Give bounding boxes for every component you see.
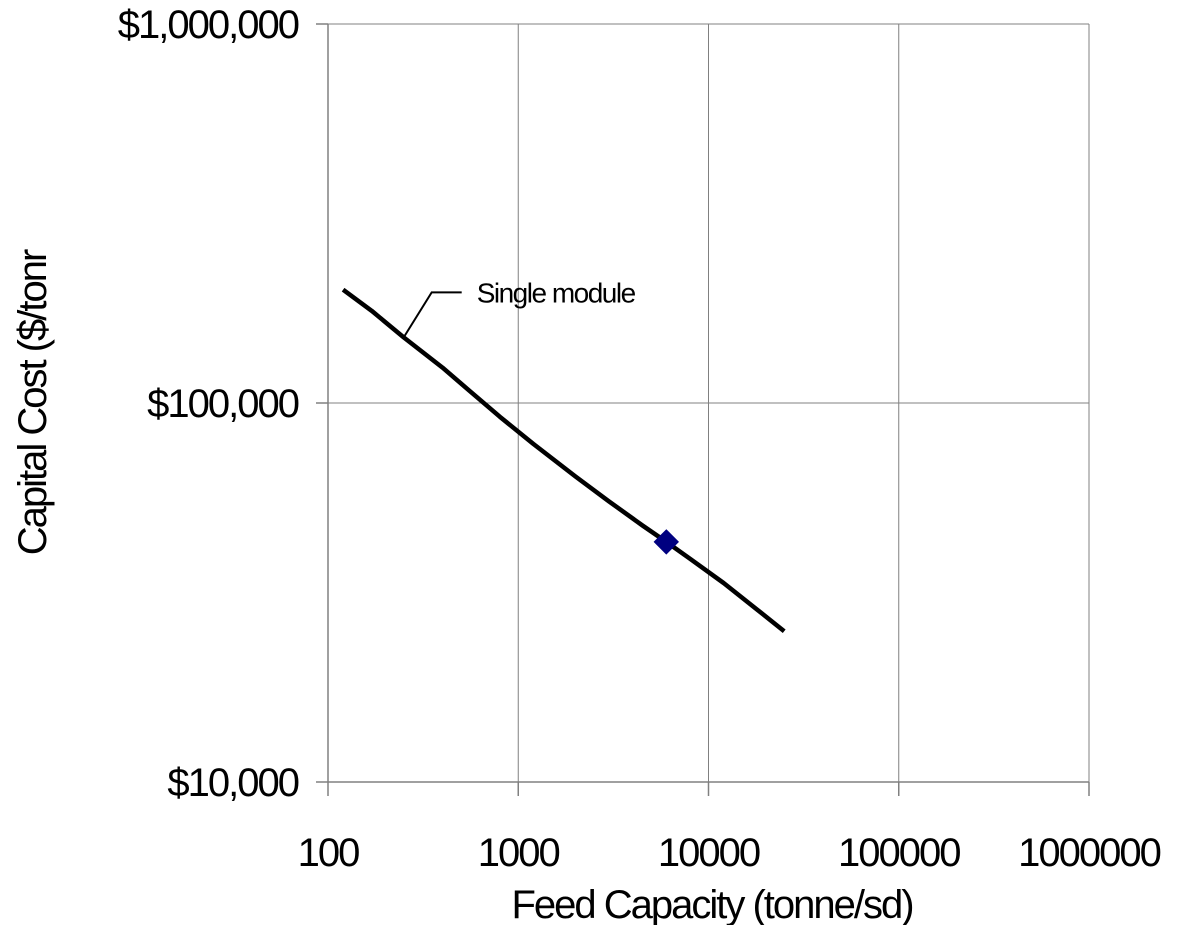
- x-tick-label: 100000: [838, 831, 960, 875]
- series-line-single-module: [341, 287, 786, 633]
- x-axis-title: Feed Capacity (tonne/sd): [511, 883, 912, 925]
- series: [341, 287, 786, 633]
- markers: [653, 529, 680, 555]
- grid: [327, 23, 1090, 783]
- annotations: Single module: [402, 277, 637, 338]
- x-tick-label: 1000000: [1018, 831, 1160, 875]
- tick-labels: 100 1000 10000 100000 1000000 $10,000 $100,000…: [118, 3, 1163, 875]
- y-tick-label: $10,000: [167, 761, 298, 805]
- axes: [316, 23, 1090, 796]
- annotation-leader-line: [402, 291, 462, 338]
- y-tick-label: $1,000,000: [118, 3, 299, 47]
- x-tick-label: 1000: [478, 831, 560, 875]
- x-tick-label: 100: [298, 831, 359, 875]
- annotation-label: Single module: [477, 277, 636, 308]
- data-point-marker: [653, 529, 680, 555]
- x-tick-label: 10000: [658, 831, 760, 875]
- y-tick-label: $100,000: [147, 382, 299, 426]
- y-axis-title: Capital Cost ($/tonr: [11, 249, 55, 555]
